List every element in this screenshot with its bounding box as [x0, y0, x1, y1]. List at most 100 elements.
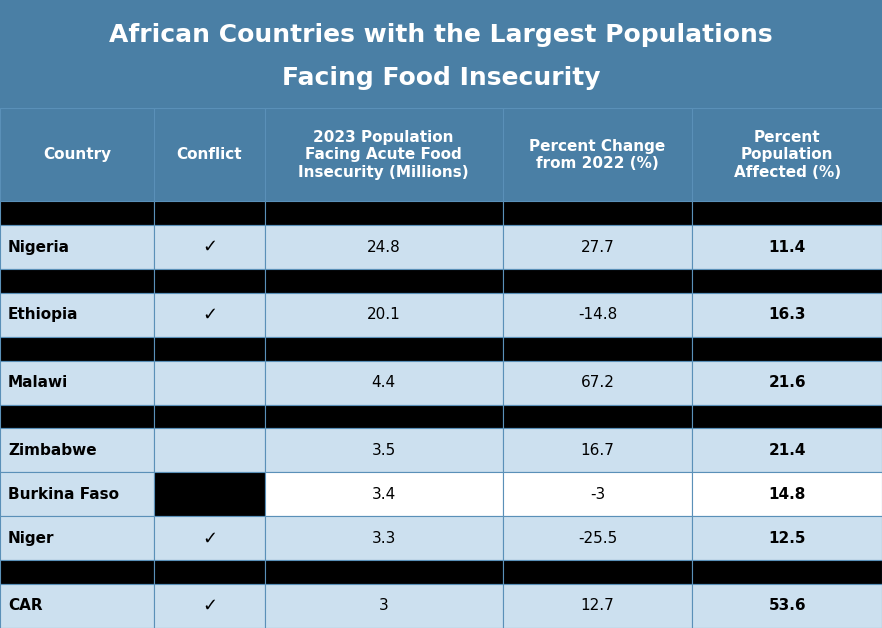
Bar — [692, 269, 882, 293]
Bar — [503, 360, 692, 404]
Bar — [265, 404, 503, 428]
Bar — [692, 337, 882, 360]
Bar — [0, 360, 154, 404]
Text: African Countries with the Largest Populations: African Countries with the Largest Popul… — [109, 23, 773, 46]
Text: 3.3: 3.3 — [371, 531, 396, 546]
Bar — [0, 293, 154, 337]
Text: Conflict: Conflict — [176, 148, 243, 163]
Bar — [265, 584, 503, 628]
Bar — [0, 404, 154, 428]
Text: 21.6: 21.6 — [768, 375, 806, 390]
Bar — [154, 404, 265, 428]
Bar — [0, 0, 882, 109]
Bar — [0, 584, 154, 628]
Bar — [0, 269, 154, 293]
Bar — [503, 109, 692, 202]
Bar — [265, 269, 503, 293]
Bar — [692, 202, 882, 225]
Bar — [265, 428, 503, 472]
Bar — [154, 516, 265, 560]
Bar — [0, 560, 154, 584]
Bar — [692, 584, 882, 628]
Text: Facing Food Insecurity: Facing Food Insecurity — [281, 66, 601, 90]
Bar — [0, 472, 154, 516]
Text: ✓: ✓ — [202, 306, 217, 324]
Bar — [503, 516, 692, 560]
Text: 20.1: 20.1 — [367, 307, 400, 322]
Text: Malawi: Malawi — [8, 375, 68, 390]
Text: -14.8: -14.8 — [578, 307, 617, 322]
Bar — [265, 516, 503, 560]
Bar — [154, 584, 265, 628]
Text: -3: -3 — [590, 487, 605, 502]
Bar — [154, 360, 265, 404]
Text: 53.6: 53.6 — [768, 598, 806, 614]
Bar — [154, 202, 265, 225]
Bar — [265, 337, 503, 360]
Text: 24.8: 24.8 — [367, 240, 400, 254]
Bar — [503, 202, 692, 225]
Bar — [265, 225, 503, 269]
Text: CAR: CAR — [8, 598, 42, 614]
Bar — [692, 293, 882, 337]
Bar — [692, 404, 882, 428]
Text: 27.7: 27.7 — [580, 240, 615, 254]
Bar — [0, 109, 154, 202]
Text: Burkina Faso: Burkina Faso — [8, 487, 119, 502]
Bar — [0, 428, 154, 472]
Bar — [0, 202, 154, 225]
Bar — [154, 472, 265, 516]
Text: 3.4: 3.4 — [371, 487, 396, 502]
Bar — [692, 360, 882, 404]
Bar — [265, 560, 503, 584]
Bar — [503, 269, 692, 293]
Bar — [154, 337, 265, 360]
Text: Niger: Niger — [8, 531, 55, 546]
Text: 21.4: 21.4 — [768, 443, 806, 458]
Bar — [692, 225, 882, 269]
Text: Zimbabwe: Zimbabwe — [8, 443, 97, 458]
Bar — [0, 337, 154, 360]
Text: Country: Country — [43, 148, 111, 163]
Text: 12.7: 12.7 — [580, 598, 615, 614]
Bar — [692, 472, 882, 516]
Text: Ethiopia: Ethiopia — [8, 307, 78, 322]
Bar — [265, 360, 503, 404]
Text: 3.5: 3.5 — [371, 443, 396, 458]
Bar — [0, 516, 154, 560]
Bar — [154, 225, 265, 269]
Bar — [265, 293, 503, 337]
Bar — [503, 428, 692, 472]
Text: ✓: ✓ — [202, 529, 217, 547]
Text: 14.8: 14.8 — [768, 487, 806, 502]
Text: Percent
Population
Affected (%): Percent Population Affected (%) — [734, 130, 841, 180]
Text: 67.2: 67.2 — [580, 375, 615, 390]
Bar — [265, 109, 503, 202]
Text: 2023 Population
Facing Acute Food
Insecurity (Millions): 2023 Population Facing Acute Food Insecu… — [298, 130, 469, 180]
Bar — [154, 293, 265, 337]
Text: 12.5: 12.5 — [768, 531, 806, 546]
Bar — [154, 560, 265, 584]
Bar — [503, 337, 692, 360]
Bar — [154, 428, 265, 472]
Text: 16.7: 16.7 — [580, 443, 615, 458]
Bar — [154, 109, 265, 202]
Text: ✓: ✓ — [202, 238, 217, 256]
Bar — [503, 560, 692, 584]
Text: 16.3: 16.3 — [768, 307, 806, 322]
Text: Nigeria: Nigeria — [8, 240, 70, 254]
Text: Percent Change
from 2022 (%): Percent Change from 2022 (%) — [529, 139, 666, 171]
Text: 3: 3 — [378, 598, 389, 614]
Bar — [154, 269, 265, 293]
Bar — [692, 560, 882, 584]
Text: -25.5: -25.5 — [578, 531, 617, 546]
Text: ✓: ✓ — [202, 597, 217, 615]
Bar — [503, 225, 692, 269]
Bar — [503, 293, 692, 337]
Bar — [503, 404, 692, 428]
Bar — [503, 584, 692, 628]
Text: 11.4: 11.4 — [768, 240, 806, 254]
Bar — [692, 428, 882, 472]
Bar — [692, 109, 882, 202]
Bar — [265, 472, 503, 516]
